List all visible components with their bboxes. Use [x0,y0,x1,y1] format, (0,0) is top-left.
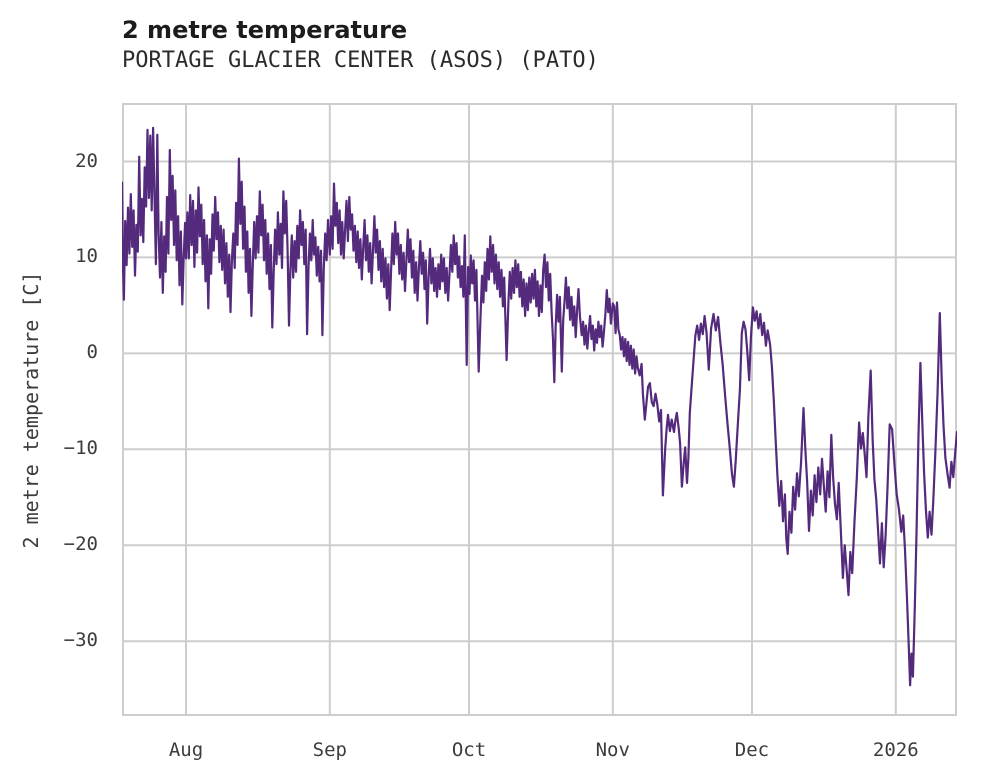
x-tick-label: Oct [451,739,487,761]
y-axis-tick-labels: 20 10 0 −10 −20 −30 [0,0,110,782]
y-tick-label: −10 [63,437,98,460]
chart-title: 2 metre temperature [122,16,408,44]
x-tick-label: Dec [734,739,770,761]
y-tick-label: −20 [63,533,98,556]
y-tick-label: 20 [75,149,98,172]
y-tick-label: −30 [63,629,98,652]
plot-area [122,103,957,716]
x-tick-label: Sep [312,739,347,761]
chart-subtitle: PORTAGE GLACIER CENTER (ASOS) (PATO) [122,48,599,73]
plot-border [122,103,957,716]
y-tick-label: 10 [75,245,98,268]
x-tick-label: 2026 [872,739,919,761]
temperature-line-chart [122,103,957,716]
y-tick-label: 0 [86,341,98,364]
x-tick-label: Aug [168,739,204,761]
x-tick-label: Nov [595,739,630,761]
temperature-line [122,126,957,687]
